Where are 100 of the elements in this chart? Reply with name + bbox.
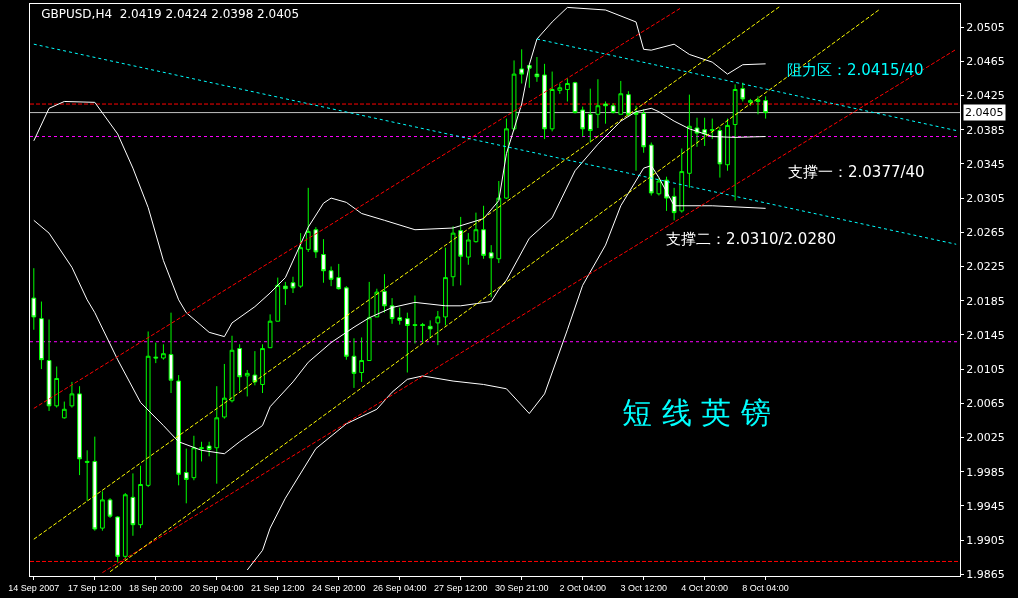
y-tick-label: 2.0065 [966, 397, 1005, 411]
chart-title: GBPUSD,H4 2.0419 2.0424 2.0398 2.0405 [41, 7, 300, 22]
candlestick [313, 226, 319, 259]
candlestick [473, 212, 479, 244]
candlestick [351, 337, 357, 389]
y-tick-label: 2.0265 [966, 226, 1005, 240]
candlestick [244, 369, 250, 397]
candlestick [679, 148, 685, 214]
candlestick [321, 238, 326, 284]
candlestick [732, 83, 738, 202]
y-tick-label: 2.0145 [966, 328, 1005, 342]
candlestick [222, 363, 227, 420]
candlestick [260, 343, 265, 394]
candlestick [496, 180, 502, 264]
candlestick [252, 350, 258, 386]
y-tick-label: 1.9865 [966, 568, 1005, 582]
y-tick-label: 2.0505 [966, 20, 1005, 34]
candlestick [427, 319, 433, 339]
candlestick [450, 225, 456, 287]
candlestick [199, 441, 204, 462]
candlestick [153, 342, 159, 364]
candlestick [664, 176, 669, 212]
candlestick [488, 244, 494, 298]
candlestick [526, 65, 532, 89]
candlestick [671, 187, 677, 221]
annotation: 阻力区：2.0415/40 [787, 61, 924, 79]
annotation: 支撑二：2.0310/2.0280 [666, 230, 837, 248]
candlestick [107, 497, 113, 519]
x-tick-label: 20 Sep 04:00 [189, 582, 244, 593]
x-tick-label: 18 Sep 20:00 [129, 582, 183, 593]
candlestick [443, 247, 448, 326]
candlestick [359, 336, 364, 383]
y-tick-label: 2.0425 [966, 89, 1005, 103]
y-tick-label: 2.0105 [966, 362, 1005, 376]
y-tick-label: 2.0305 [966, 191, 1005, 205]
x-tick-label: 17 Sep 12:00 [68, 582, 122, 593]
candlestick [138, 465, 143, 529]
candlestick [77, 385, 82, 476]
candlestick [420, 322, 425, 344]
candlestick [717, 126, 723, 179]
y-tick-label: 2.0345 [966, 157, 1005, 171]
candlestick [46, 319, 52, 412]
candlestick [504, 118, 509, 200]
candlestick [481, 205, 486, 260]
candlestick [694, 117, 700, 148]
candlestick [298, 232, 303, 289]
candlestick [435, 310, 441, 346]
candlestick [115, 515, 121, 563]
candlestick [458, 216, 464, 286]
candlestick [702, 117, 707, 147]
candlestick [305, 187, 311, 253]
candlestick [572, 81, 578, 114]
candlestick [336, 263, 342, 291]
y-tick-label: 1.9945 [966, 499, 1005, 513]
candlestick [565, 77, 570, 102]
candlestick [366, 281, 372, 362]
candlestick [275, 277, 281, 322]
x-tick-label: 2 Oct 04:00 [559, 582, 606, 593]
candlestick [397, 307, 403, 326]
candlestick [382, 273, 387, 314]
annotation: 支撑一：2.0377/40 [788, 163, 925, 181]
candlestick [740, 82, 746, 102]
candlestick [610, 102, 616, 114]
x-tick-label: 27 Sep 12:00 [433, 582, 488, 593]
candlestick [404, 312, 410, 374]
candlestick [92, 436, 98, 532]
candlestick [748, 98, 753, 107]
y-tick-label: 2.0385 [966, 123, 1005, 137]
candlestick [595, 78, 601, 129]
candlestick [161, 343, 166, 361]
x-tick-label: 14 Sep 2007 [8, 582, 60, 593]
candlestick [54, 366, 60, 409]
x-tick-label: 21 Sep 12:00 [250, 582, 305, 593]
candlestick [511, 59, 517, 132]
candlestick [229, 335, 235, 403]
candlestick [145, 330, 151, 488]
candlestick [100, 490, 105, 532]
candlestick [557, 83, 563, 95]
candlestick [267, 313, 273, 349]
candlestick [283, 281, 288, 306]
candlestick [183, 448, 189, 504]
candlestick [168, 312, 174, 394]
ref-line-label: 2.0405 [965, 106, 1004, 119]
candlestick [709, 118, 715, 140]
x-tick-label: 30 Sep 21:00 [494, 582, 549, 593]
candlestick [389, 297, 395, 325]
x-tick-label: 4 Oct 20:00 [681, 582, 728, 593]
x-tick-label: 3 Oct 12:00 [620, 582, 667, 593]
candlestick [328, 265, 334, 287]
candlestick [763, 95, 768, 120]
candlestick [61, 401, 67, 420]
candlestick [542, 63, 547, 140]
candlestick [580, 106, 586, 138]
candlestick [214, 385, 220, 485]
annotation: 短 线 英 镑 [622, 395, 771, 430]
candlestick [412, 295, 418, 344]
candlestick [122, 492, 128, 561]
candlestick [39, 301, 44, 370]
y-tick-label: 2.0025 [966, 431, 1005, 445]
candlestick [290, 276, 296, 294]
